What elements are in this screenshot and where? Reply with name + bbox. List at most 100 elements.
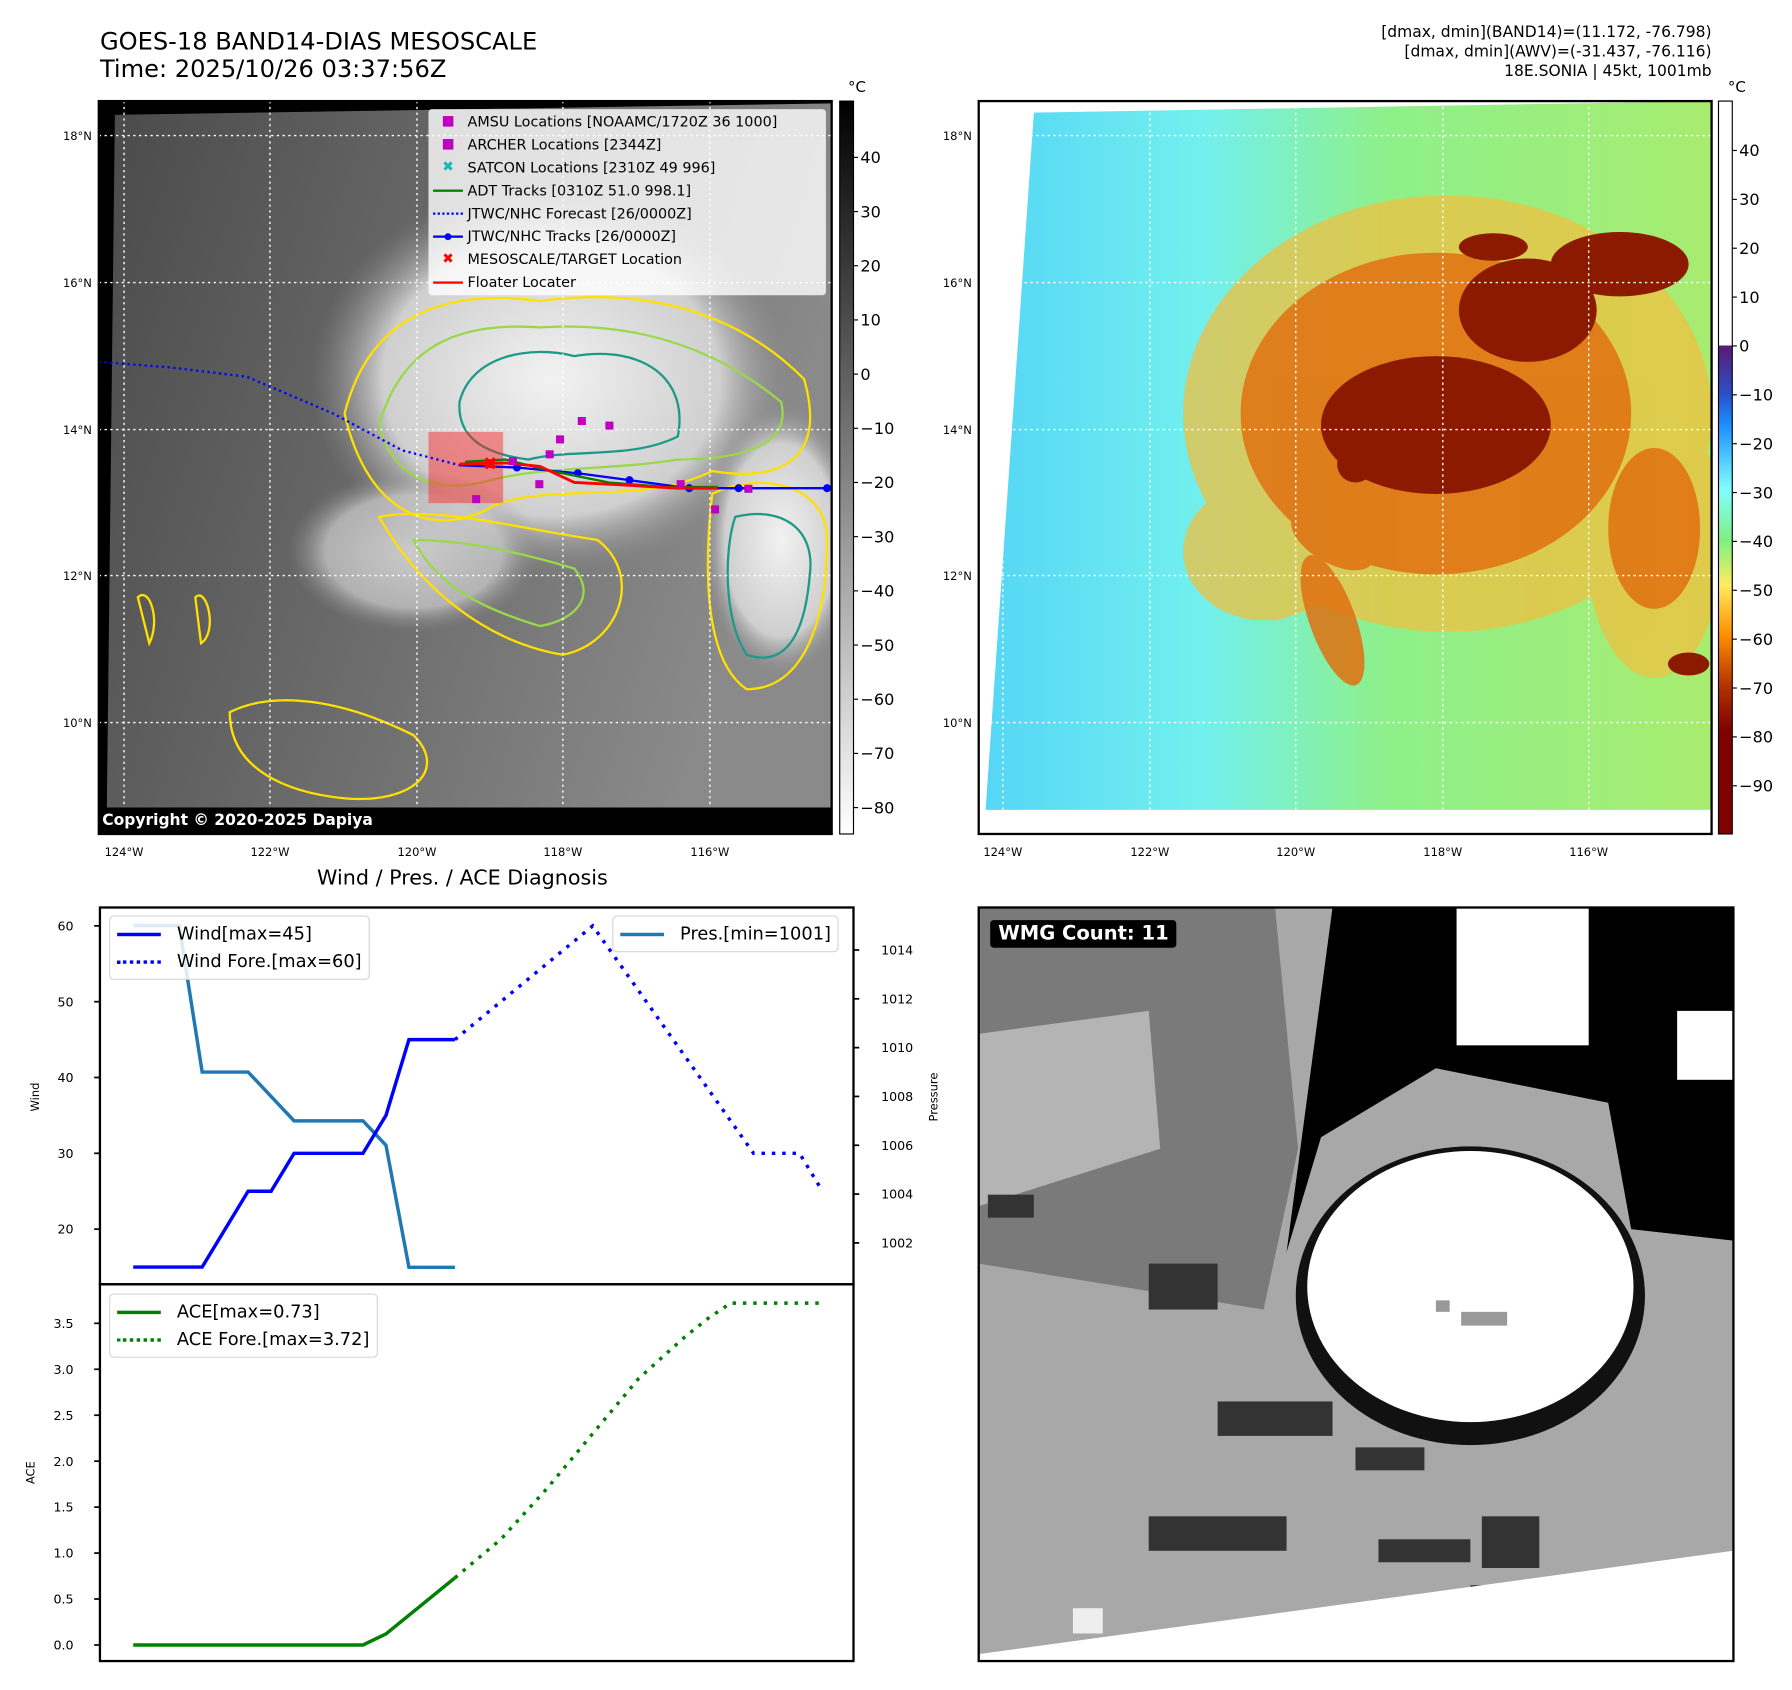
awv-map (978, 101, 1712, 834)
lat-label: 14°N (63, 423, 92, 437)
lat-label: 16°N (63, 276, 92, 290)
figure-title: GOES-18 BAND14-DIAS MESOSCALE Time: 2025… (100, 28, 537, 83)
lat-label: 12°N (943, 569, 972, 583)
solid-line-swatch (620, 932, 664, 936)
legend-ace: ACE[max=0.73] (176, 1301, 320, 1323)
ace-tick-label: 3.0 (53, 1362, 73, 1377)
colorbar-tick-label: −20 (860, 473, 894, 492)
legend-pressure: Pres.[min=1001] (680, 923, 831, 945)
map-legend-label: ARCHER Locations [2344Z] (467, 134, 662, 153)
band14-stats: [dmax, dmin](BAND14)=(11.172, -76.798) (1381, 22, 1712, 42)
lon-label: 120°W (398, 845, 437, 859)
colorbar-tick-label: −60 (860, 690, 894, 709)
lat-label: 10°N (63, 716, 92, 730)
wind-line (133, 1037, 455, 1269)
colorbar-tick-label: 30 (1739, 190, 1759, 209)
colorbar-unit: °C (1728, 78, 1746, 96)
wind-tick-label: 50 (57, 994, 73, 1009)
pressure-tick-label: 1010 (881, 1040, 913, 1055)
stats-block: [dmax, dmin](BAND14)=(11.172, -76.798) [… (1381, 23, 1711, 82)
map-legend-item: ■ ARCHER Locations [2344Z] (428, 132, 825, 155)
lat-label: 10°N (943, 716, 972, 730)
colorbar-tick-label: 20 (860, 256, 880, 275)
wind-tick-label: 40 (57, 1070, 73, 1085)
colorbar-tick-label: −70 (860, 744, 894, 763)
pressure-tick-label: 1006 (881, 1138, 913, 1153)
dotted-line-swatch (117, 1337, 161, 1342)
copyright: Copyright © 2020-2025 Dapiya (102, 810, 373, 830)
lon-label: 118°W (543, 845, 582, 859)
amsu-archer-markers (472, 416, 753, 514)
colorbar-tick-label: 40 (860, 148, 880, 167)
colorbar-tick-label: 10 (1739, 288, 1759, 307)
awv-stats: [dmax, dmin](AWV)=(-31.437, -76.116) (1404, 42, 1712, 61)
lon-label: 116°W (690, 845, 729, 859)
legend-wind: Wind[max=45] (176, 923, 312, 945)
lon-label: 118°W (1423, 845, 1462, 859)
legend-marker-icon (428, 227, 467, 243)
map-legend-label: AMSU Locations [NOAAMC/1720Z 36 1000] (467, 112, 778, 130)
colorbar-tick-label: −30 (860, 527, 894, 546)
wind-tick-label: 30 (57, 1146, 73, 1161)
ace-line (133, 1576, 456, 1647)
target-marker: ✖ (482, 454, 497, 475)
map-legend-item: Floater Locater (428, 270, 825, 293)
map-legend-label: JTWC/NHC Forecast [26/0000Z] (467, 203, 692, 222)
lon-label: 124°W (105, 845, 144, 859)
legend-marker-icon (428, 204, 467, 220)
colorbar-tick-label: −20 (1739, 434, 1773, 453)
wind-axis-label: Wind (28, 1083, 42, 1112)
colorbar-tick-label: −80 (1739, 728, 1773, 747)
ace-tick-label: 3.5 (53, 1316, 73, 1331)
lon-label: 116°W (1569, 845, 1608, 859)
storm-info: 18E.SONIA | 45kt, 1001mb (1504, 62, 1712, 81)
colorbar-tick-label: −50 (860, 636, 894, 655)
legend-ace-forecast: ACE Fore.[max=3.72] (176, 1329, 370, 1350)
map-legend: ■ AMSU Locations [NOAAMC/1720Z 36 1000] ■ A… (428, 109, 826, 296)
timestamp: Time: 2025/10/26 03:37:56Z (99, 55, 447, 83)
pressure-tick-label: 1002 (881, 1236, 913, 1251)
pressure-legend: Pres.[min=1001] (612, 915, 840, 953)
colorbar-tick-label: −40 (860, 582, 894, 601)
colorbar-tick-label: −90 (1739, 776, 1773, 795)
legend-marker-icon: ■ (441, 135, 455, 152)
legend-marker-icon (428, 273, 467, 289)
colorbar-tick-label: 30 (860, 202, 880, 221)
colorbar-tick-label: 0 (860, 365, 870, 384)
product-title: GOES-18 BAND14-DIAS MESOSCALE (99, 27, 538, 56)
lat-label: 18°N (943, 129, 972, 143)
band14-colorbar (839, 100, 855, 835)
colorbar-tick-label: 20 (1739, 239, 1759, 258)
dotted-line-swatch (117, 959, 161, 964)
colorbar-tick-label: −60 (1739, 630, 1773, 649)
ace-tick-label: 2.0 (53, 1454, 73, 1469)
wind-legend: Wind[max=45] Wind Fore.[max=60] (109, 915, 370, 980)
map-legend-label: ADT Tracks [0310Z 51.0 998.1] (467, 180, 692, 199)
wind-forecast-line (453, 923, 824, 1193)
lat-label: 16°N (943, 276, 972, 290)
lat-label: 14°N (943, 423, 972, 437)
pressure-tick-label: 1008 (881, 1089, 913, 1104)
colorbar-tick-label: −70 (1739, 679, 1773, 698)
map-legend-item: ✖ SATCON Locations [2310Z 49 996] (428, 155, 825, 178)
pressure-tick-label: 1012 (881, 991, 913, 1006)
pressure-tick-label: 1014 (881, 943, 913, 958)
colorbar-tick-label: −50 (1739, 581, 1773, 600)
legend-wind-forecast: Wind Fore.[max=60] (176, 951, 362, 972)
map-legend-item: JTWC/NHC Forecast [26/0000Z] (428, 201, 825, 224)
legend-marker-icon: ■ (441, 112, 455, 129)
colorbar-tick-label: 0 (1739, 337, 1749, 356)
ace-tick-label: 0.0 (53, 1638, 73, 1653)
colorbar-tick-label: −10 (1739, 386, 1773, 405)
colorbar-tick-label: −10 (860, 419, 894, 438)
colorbar-tick-label: −80 (860, 798, 894, 817)
map-legend-label: SATCON Locations [2310Z 49 996] (467, 157, 716, 176)
lat-label: 18°N (63, 129, 92, 143)
map-legend-label: Floater Locater (467, 272, 576, 291)
lon-label: 124°W (983, 845, 1022, 859)
awv-colorbar (1717, 100, 1733, 835)
ace-tick-label: 2.5 (53, 1408, 73, 1423)
ace-tick-label: 1.5 (53, 1500, 73, 1515)
